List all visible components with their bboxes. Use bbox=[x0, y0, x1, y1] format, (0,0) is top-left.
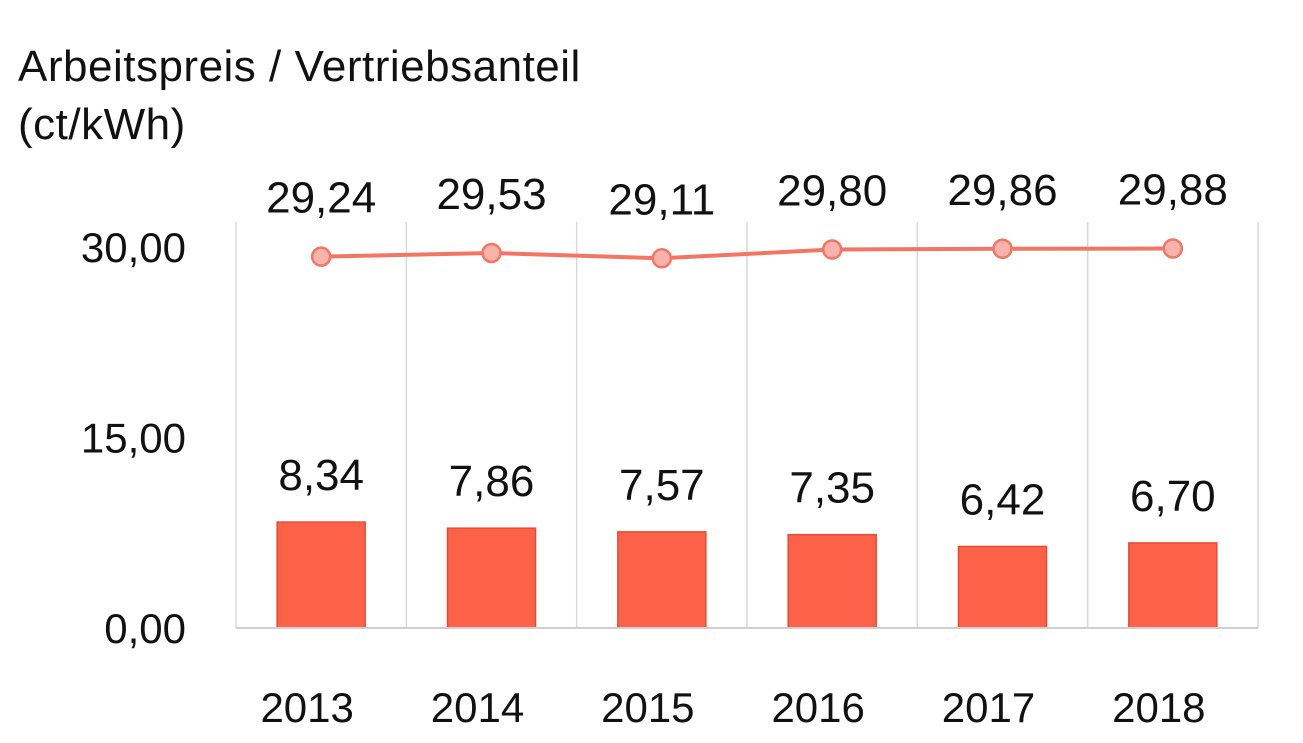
bar-value-label: 7,86 bbox=[449, 457, 535, 506]
y-tick-label: 30,00 bbox=[81, 224, 186, 271]
bar bbox=[276, 521, 366, 629]
bar bbox=[787, 533, 877, 629]
line-point bbox=[310, 246, 332, 267]
x-tick-label: 2013 bbox=[260, 684, 353, 731]
line-value-label: 29,86 bbox=[947, 166, 1057, 215]
line-point bbox=[651, 248, 673, 269]
x-tick-label: 2014 bbox=[431, 684, 524, 731]
x-tick-label: 2015 bbox=[601, 684, 694, 731]
line-value-label: 29,80 bbox=[777, 167, 887, 216]
line-point bbox=[992, 238, 1013, 260]
data-labels: 8,34 7,86 7,57 7,35 6,42 6,70 29,24 29,53 29,11 2… bbox=[266, 166, 1228, 525]
chart-title: Arbeitspreis / Vertriebsanteil (ct/kWh) bbox=[18, 38, 581, 154]
y-tick-label: 0,00 bbox=[104, 605, 186, 652]
x-tick-label: 2018 bbox=[1112, 684, 1205, 731]
line-value-label: 29,53 bbox=[436, 170, 546, 219]
chart-title-line-1: Arbeitspreis / Vertriebsanteil bbox=[18, 42, 581, 91]
line-value-label: 29,11 bbox=[608, 175, 715, 224]
gridlines bbox=[235, 222, 1259, 628]
bar bbox=[957, 545, 1048, 629]
bar-value-label: 7,57 bbox=[619, 461, 705, 510]
line-series bbox=[310, 238, 1184, 269]
x-tick-label: 2017 bbox=[942, 684, 1035, 731]
bar-series bbox=[276, 521, 1218, 629]
x-tick-label: 2016 bbox=[771, 684, 864, 731]
line-value-label: 29,24 bbox=[266, 174, 376, 223]
line-point bbox=[821, 239, 843, 260]
bar-value-label: 6,70 bbox=[1130, 472, 1216, 521]
line-point bbox=[1162, 238, 1184, 259]
line-path bbox=[321, 246, 1173, 261]
line-value-label: 29,88 bbox=[1118, 166, 1228, 215]
bar-value-label: 6,42 bbox=[960, 475, 1046, 524]
bar-value-label: 7,35 bbox=[789, 464, 875, 513]
chart-title-line-2: (ct/kWh) bbox=[18, 100, 186, 149]
axes: 0,00 15,00 30,00 2013 2014 2015 2016 2017 2018 bbox=[81, 224, 1258, 731]
bar bbox=[446, 527, 537, 629]
bar bbox=[617, 531, 707, 629]
bar-value-label: 8,34 bbox=[278, 451, 364, 500]
y-tick-label: 15,00 bbox=[81, 415, 186, 462]
bar bbox=[1128, 542, 1218, 629]
line-point bbox=[481, 242, 502, 264]
